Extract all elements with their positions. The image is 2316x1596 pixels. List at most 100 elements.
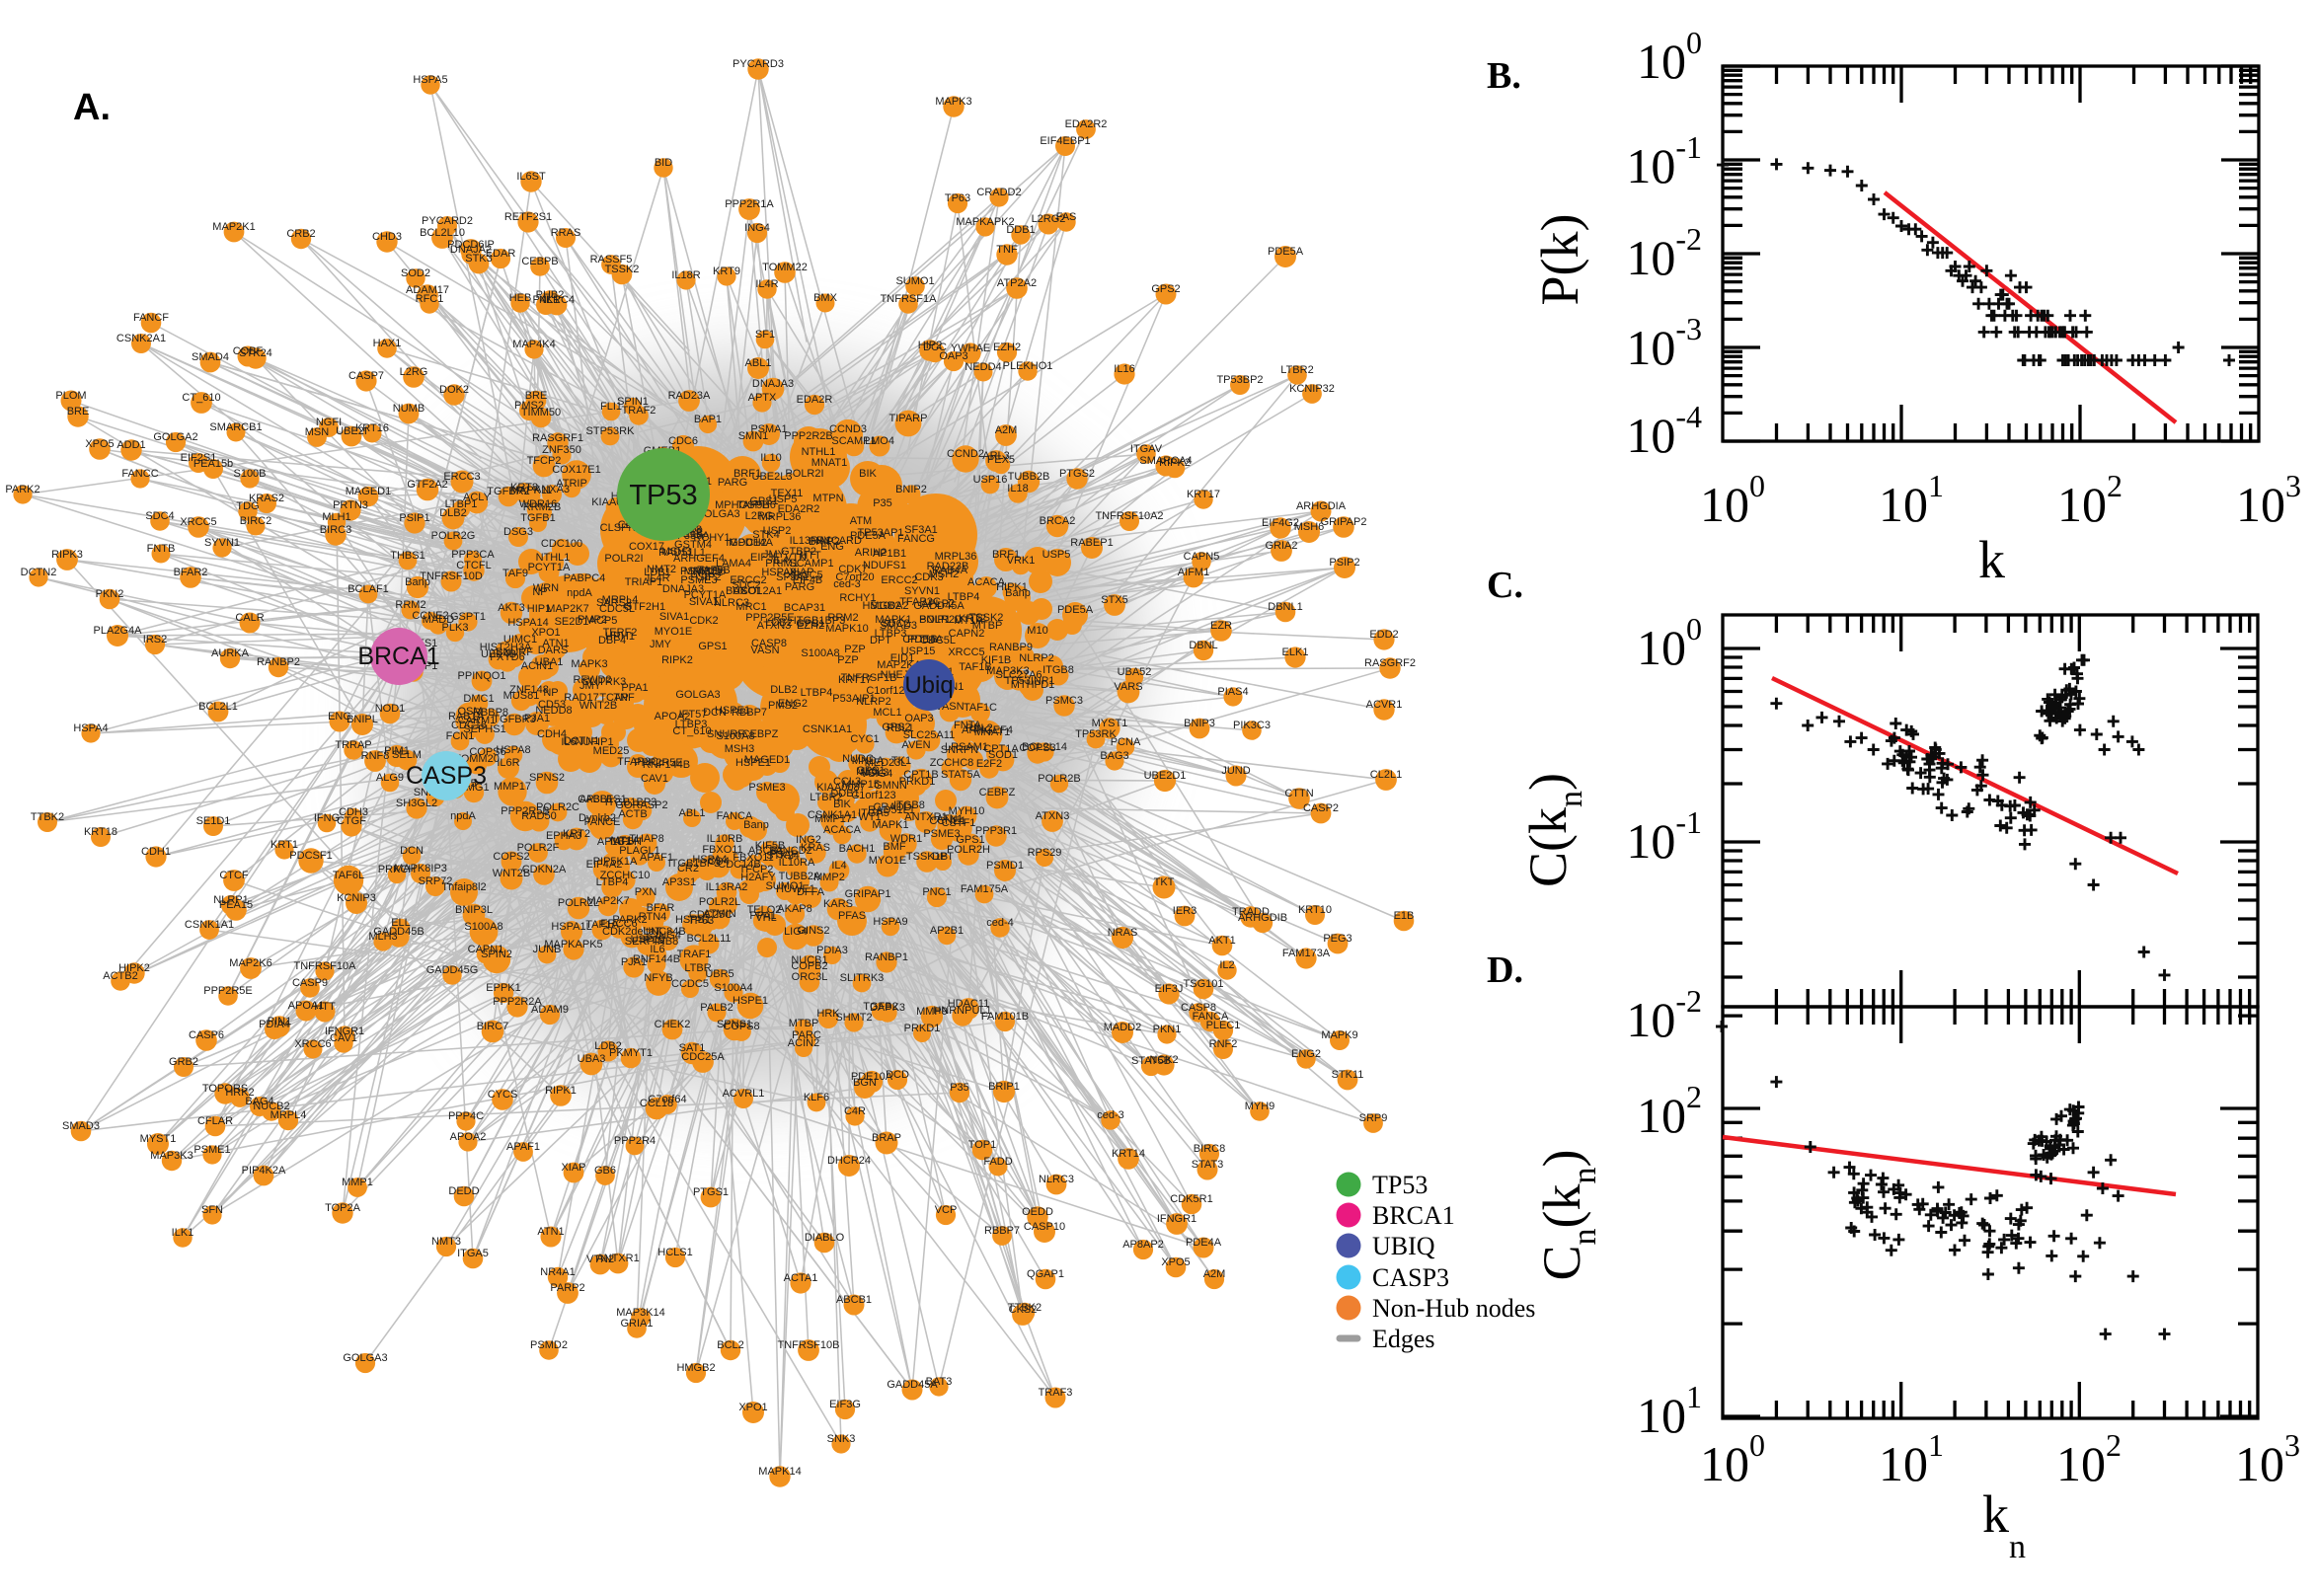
svg-text:EDA2R: EDA2R — [797, 394, 833, 406]
svg-text:SDC4: SDC4 — [145, 510, 174, 522]
svg-text:ATP2A2: ATP2A2 — [997, 277, 1037, 289]
svg-text:PARK2: PARK2 — [612, 914, 647, 926]
svg-text:ING4: ING4 — [656, 930, 681, 942]
svg-text:RETF2S1: RETF2S1 — [504, 211, 552, 223]
svg-text:BRIP1: BRIP1 — [988, 1081, 1020, 1093]
svg-text:LTBP4: LTBP4 — [948, 591, 980, 603]
svg-text:SYVN1: SYVN1 — [204, 537, 240, 549]
svg-text:ced-3: ced-3 — [1097, 1109, 1124, 1121]
svg-text:CDH3: CDH3 — [339, 806, 368, 818]
svg-text:IL6ST: IL6ST — [516, 171, 546, 183]
svg-text:HSPA4: HSPA4 — [73, 722, 108, 734]
svg-text:POLR2I: POLR2I — [604, 553, 643, 565]
svg-text:PPINQO1: PPINQO1 — [458, 670, 506, 682]
svg-text:STK11: STK11 — [1332, 1069, 1364, 1081]
svg-text:PKN2: PKN2 — [96, 588, 124, 600]
svg-text:MRPL36: MRPL36 — [935, 551, 977, 563]
svg-text:ING2: ING2 — [796, 834, 821, 846]
svg-text:VARS: VARS — [1114, 681, 1142, 693]
svg-text:MAP2K6: MAP2K6 — [229, 957, 271, 969]
svg-text:DOK2: DOK2 — [439, 384, 469, 396]
svg-text:AURKA: AURKA — [211, 647, 250, 659]
svg-text:RANBP2: RANBP2 — [257, 656, 300, 668]
svg-text:EDD2: EDD2 — [1369, 629, 1398, 641]
svg-text:PALB2: PALB2 — [700, 1002, 733, 1014]
svg-text:MAGED1: MAGED1 — [744, 754, 790, 766]
svg-text:NP: NP — [532, 586, 547, 598]
svg-text:PIAS4: PIAS4 — [1217, 686, 1248, 698]
svg-text:HSPA5: HSPA5 — [413, 74, 447, 86]
svg-text:CDC25A: CDC25A — [681, 1051, 725, 1063]
svg-text:TNF: TNF — [996, 244, 1018, 256]
svg-text:XPO5: XPO5 — [1161, 1256, 1190, 1268]
svg-text:RRAS: RRAS — [551, 227, 581, 239]
svg-text:SE1D1: SE1D1 — [196, 815, 231, 827]
svg-text:APAF1: APAF1 — [640, 852, 673, 864]
svg-text:ced-3: ced-3 — [833, 578, 861, 590]
svg-text:DIABLO: DIABLO — [805, 1232, 845, 1244]
svg-text:SF3A1: SF3A1 — [904, 524, 938, 536]
svg-text:ABL1: ABL1 — [679, 807, 706, 819]
svg-text:ANTXR1: ANTXR1 — [596, 1253, 639, 1264]
svg-text:A.: A. — [73, 87, 111, 128]
svg-text:ERCC3: ERCC3 — [443, 471, 480, 483]
svg-text:DHCR24: DHCR24 — [827, 1155, 871, 1167]
svg-text:k: k — [1978, 530, 2005, 589]
svg-text:SLITRK3: SLITRK3 — [582, 676, 627, 688]
svg-text:GPS1: GPS1 — [698, 641, 727, 652]
svg-text:CDK7: CDK7 — [838, 564, 867, 575]
svg-text:BCLAF1: BCLAF1 — [347, 583, 389, 595]
svg-text:MAPK3: MAPK3 — [571, 658, 607, 670]
svg-text:ALG9: ALG9 — [376, 772, 404, 784]
svg-text:GRIA1: GRIA1 — [620, 1318, 653, 1330]
svg-text:STX5: STX5 — [1101, 594, 1128, 606]
svg-text:MAPK1: MAPK1 — [872, 819, 908, 831]
svg-text:BRCA2: BRCA2 — [1040, 515, 1076, 527]
svg-text:DBF4: DBF4 — [598, 635, 626, 646]
svg-text:Tnfaip8l2: Tnfaip8l2 — [441, 881, 486, 893]
svg-text:BFAR: BFAR — [647, 902, 675, 914]
svg-text:KRT18: KRT18 — [84, 826, 117, 838]
svg-text:CFLAR: CFLAR — [197, 1115, 233, 1127]
svg-text:PTGS1: PTGS1 — [693, 1186, 729, 1198]
svg-text:AP1B1: AP1B1 — [597, 836, 631, 848]
svg-text:FAM175A: FAM175A — [961, 883, 1009, 895]
svg-text:POLR2C: POLR2C — [536, 801, 579, 813]
svg-text:PEA15b: PEA15b — [193, 458, 233, 470]
svg-text:RIPK2: RIPK2 — [661, 654, 693, 666]
svg-text:WDR16: WDR16 — [519, 498, 558, 510]
svg-text:TAF6L: TAF6L — [333, 870, 364, 881]
svg-text:STK24: STK24 — [239, 347, 272, 359]
svg-text:XIAP: XIAP — [561, 1162, 585, 1174]
svg-text:PYCARD2: PYCARD2 — [422, 215, 473, 227]
svg-text:GADD45A: GADD45A — [887, 1379, 938, 1391]
svg-text:CRADD2: CRADD2 — [976, 187, 1021, 198]
svg-text:CAPN1: CAPN1 — [468, 944, 504, 955]
svg-text:TIPARP: TIPARP — [889, 413, 928, 424]
svg-text:DMC1: DMC1 — [463, 693, 494, 705]
svg-text:OAP3: OAP3 — [904, 713, 933, 724]
svg-text:TP63: TP63 — [945, 192, 970, 204]
svg-text:npdA: npdA — [567, 587, 592, 599]
svg-text:RANBP1: RANBP1 — [865, 951, 908, 963]
svg-text:CASP8: CASP8 — [751, 638, 787, 649]
svg-text:EPHA3: EPHA3 — [546, 830, 581, 842]
svg-text:MYO1E: MYO1E — [869, 855, 907, 867]
svg-text:XRCC5: XRCC5 — [786, 570, 822, 581]
svg-text:KRT16: KRT16 — [355, 422, 389, 434]
svg-text:STAT3: STAT3 — [1192, 1159, 1224, 1171]
svg-text:Dynlrb2: Dynlrb2 — [579, 812, 616, 824]
svg-text:CASP7: CASP7 — [348, 370, 384, 382]
svg-text:IL2: IL2 — [1219, 959, 1234, 971]
svg-text:HMGB2: HMGB2 — [862, 600, 900, 612]
svg-text:DLB2: DLB2 — [770, 684, 798, 696]
svg-text:UBE2D1: UBE2D1 — [1144, 770, 1187, 782]
svg-text:PLK3: PLK3 — [442, 622, 469, 634]
svg-text:COX17E1: COX17E1 — [552, 464, 601, 476]
svg-text:BNIP3L: BNIP3L — [455, 904, 493, 916]
svg-text:Non-Hub nodes: Non-Hub nodes — [1372, 1294, 1535, 1323]
svg-text:RBL2: RBL2 — [965, 722, 993, 734]
svg-text:GRIPAP2: GRIPAP2 — [1321, 516, 1367, 528]
svg-text:MADD2: MADD2 — [1104, 1022, 1142, 1033]
svg-text:CAPN5: CAPN5 — [1184, 551, 1220, 563]
